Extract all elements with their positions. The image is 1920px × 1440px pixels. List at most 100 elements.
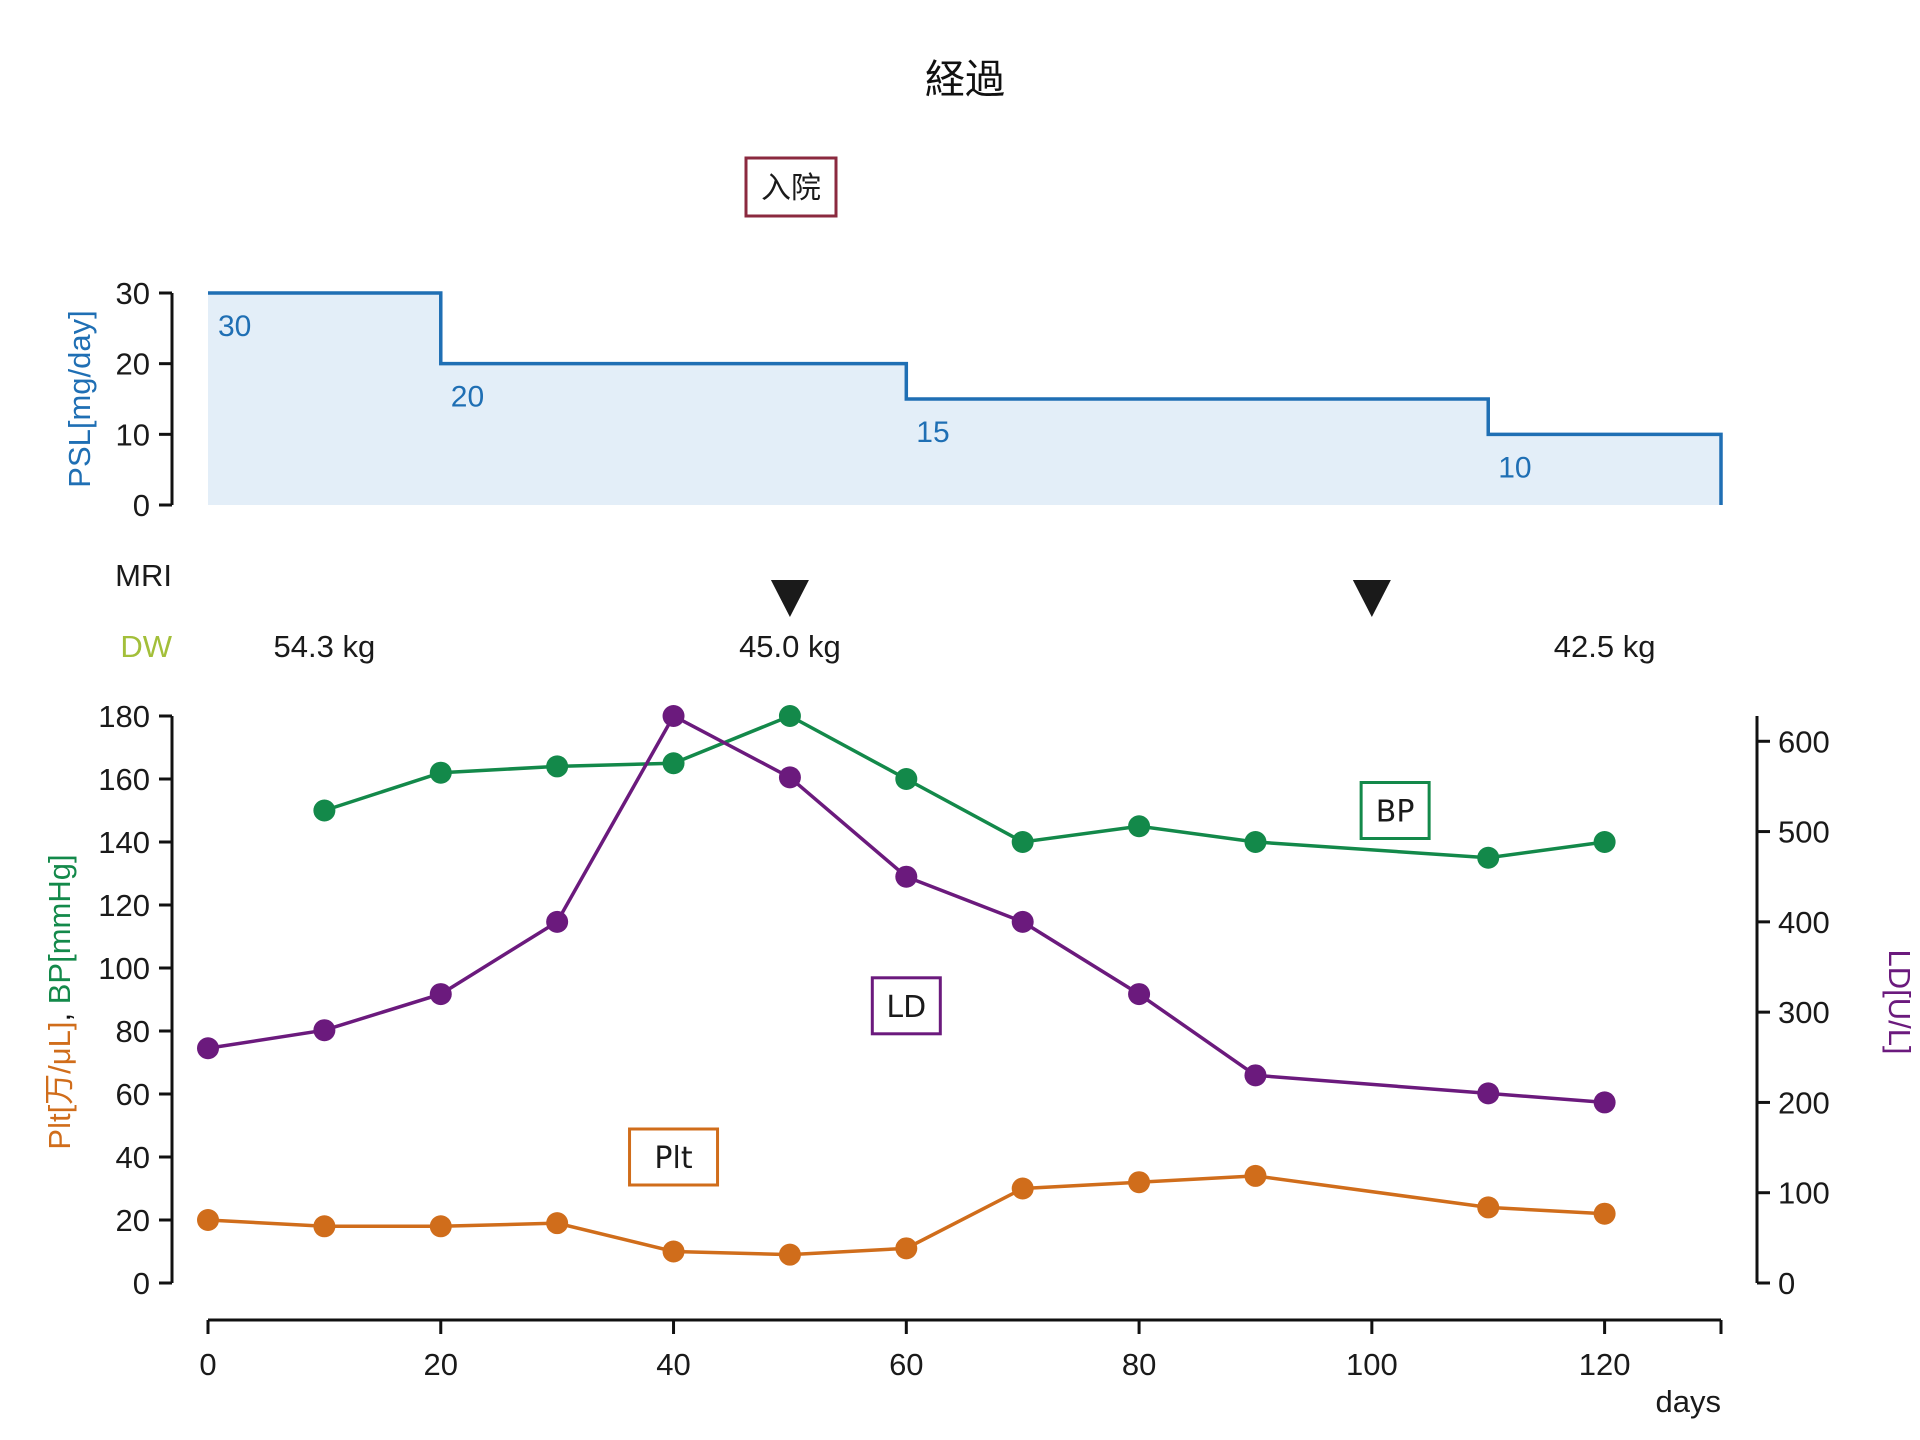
series-bp [313, 705, 1616, 869]
series-ld-point [429, 983, 452, 1006]
series-label-bp-box [1359, 781, 1431, 840]
series-plt-point [662, 1240, 685, 1263]
dw-value: 42.5 kg [1554, 629, 1656, 664]
mri-row-label: MRI [115, 558, 172, 593]
psl-step-labels: 30 20 15 10 [218, 310, 1532, 484]
series-bp-line [323, 714, 1605, 860]
psl-panel: 0 10 20 30 30 20 15 10 PSL[mg/day] [62, 276, 1723, 523]
series-label-ld: LD [870, 976, 942, 1036]
series-plt-point [197, 1209, 219, 1231]
x-axis-label: days [1656, 1384, 1721, 1419]
left-y-tick-label: 60 [116, 1077, 150, 1112]
x-tick-label: 100 [1346, 1347, 1398, 1382]
series-ld [197, 705, 1616, 1114]
series-ld-point [546, 910, 569, 933]
series-plt-point [546, 1212, 569, 1235]
left-y-tick-label: 0 [133, 1266, 150, 1301]
dw-value: 45.0 kg [739, 629, 841, 664]
left-y-tick-label: 40 [116, 1140, 150, 1175]
series-plt-point [778, 1243, 801, 1266]
left-y-axis-label-part: Plt[万/μL] [42, 1021, 77, 1149]
mri-markers [770, 580, 1391, 617]
series-bp-point [313, 799, 336, 822]
left-y-tick-label: 180 [98, 699, 150, 734]
chart-title: 経過 [925, 57, 1005, 103]
series-ld-point [895, 865, 918, 888]
right-y-ticks: 0 100 200 300 400 500 600 [1757, 724, 1830, 1301]
series-bp-point [778, 705, 801, 727]
psl-y-tick-label: 30 [116, 276, 150, 311]
series-ld-point [1593, 1091, 1616, 1114]
series-ld-point [1477, 1082, 1500, 1105]
series-ld-point [1244, 1064, 1267, 1087]
series-plt-point [1128, 1171, 1151, 1194]
left-y-axis-label-part: , [42, 1004, 77, 1021]
series-label-plt: Plt [628, 1127, 720, 1187]
series-label-bp-text: BP [1376, 795, 1415, 830]
right-y-tick-label: 0 [1778, 1266, 1795, 1301]
series-bp-point [1477, 846, 1500, 869]
psl-y-axis-label: PSL[mg/day] [62, 310, 97, 487]
psl-y-tick-label: 20 [116, 347, 150, 382]
series-plt-point [1011, 1177, 1034, 1200]
psl-step-label: 10 [1498, 451, 1531, 484]
right-y-tick-label: 600 [1778, 724, 1830, 759]
series-bp-point [1128, 815, 1151, 838]
psl-step-label: 20 [451, 381, 484, 414]
series-labels: BP LD Plt [628, 781, 1431, 1187]
series-plt-point [1593, 1202, 1616, 1225]
dw-row-label: DW [120, 629, 172, 664]
series-label-ld-text: LD [886, 990, 926, 1025]
left-y-tick-label: 160 [98, 762, 150, 797]
admission-box: 入院 [744, 156, 838, 218]
right-y-axis-label: LD[U/L] [1882, 949, 1917, 1054]
series-ld-point [662, 705, 685, 727]
series-bp-point [429, 761, 452, 784]
admission-label: 入院 [761, 171, 821, 206]
series-label-plt-box [628, 1127, 720, 1187]
x-tick-label: 20 [424, 1347, 458, 1382]
series-bp-point [1593, 831, 1616, 853]
series-ld-point [1128, 983, 1151, 1006]
left-y-ticks: 0 20 40 60 80 100 120 140 160 180 [98, 699, 172, 1301]
dw-values: 54.3 kg 45.0 kg 42.5 kg [274, 629, 1656, 664]
series-bp-point [662, 752, 685, 775]
dw-row: DW 54.3 kg 45.0 kg 42.5 kg [120, 629, 1655, 664]
left-y-tick-label: 20 [116, 1203, 150, 1238]
mri-row: MRI [115, 558, 1391, 617]
x-tick-label: 40 [656, 1347, 690, 1382]
mri-marker-triangle [770, 580, 809, 617]
right-y-tick-label: 300 [1778, 995, 1830, 1030]
left-y-tick-label: 140 [98, 825, 150, 860]
left-y-tick-label: 100 [98, 951, 150, 986]
series-plt-point [895, 1237, 918, 1260]
series-plt-point [313, 1215, 336, 1238]
admission-box-border [744, 156, 838, 218]
series-label-bp: BP [1359, 781, 1431, 840]
dw-value: 54.3 kg [274, 629, 376, 664]
series-bp-point [1244, 831, 1267, 853]
series-ld-point [778, 766, 801, 789]
x-tick-label: 60 [889, 1347, 923, 1382]
mri-marker-triangle [1352, 580, 1391, 617]
psl-y-tick-label: 0 [133, 488, 150, 523]
right-y-tick-label: 500 [1778, 815, 1830, 850]
series-plt-point [1477, 1196, 1500, 1219]
series-plt-point [1244, 1164, 1267, 1187]
series-label-plt-text: Plt [654, 1141, 692, 1176]
psl-y-ticks: 0 10 20 30 [116, 276, 172, 523]
right-y-tick-label: 400 [1778, 905, 1830, 940]
left-y-axis-label-part: BP[mmHg] [42, 854, 77, 1004]
x-tick-label: 80 [1122, 1347, 1156, 1382]
series-ld-line [207, 713, 1605, 1105]
series-layer [197, 705, 1616, 1266]
series-ld-point [1011, 910, 1034, 933]
x-ticks: 0 20 40 60 80 100 120 [199, 1320, 1723, 1382]
right-y-tick-label: 200 [1778, 1085, 1830, 1120]
left-y-axis-label: Plt[万/μL], BP[mmHg] [42, 854, 77, 1149]
psl-step-label: 15 [916, 416, 949, 449]
series-plt-point [429, 1215, 452, 1238]
series-label-ld-box [870, 976, 942, 1036]
